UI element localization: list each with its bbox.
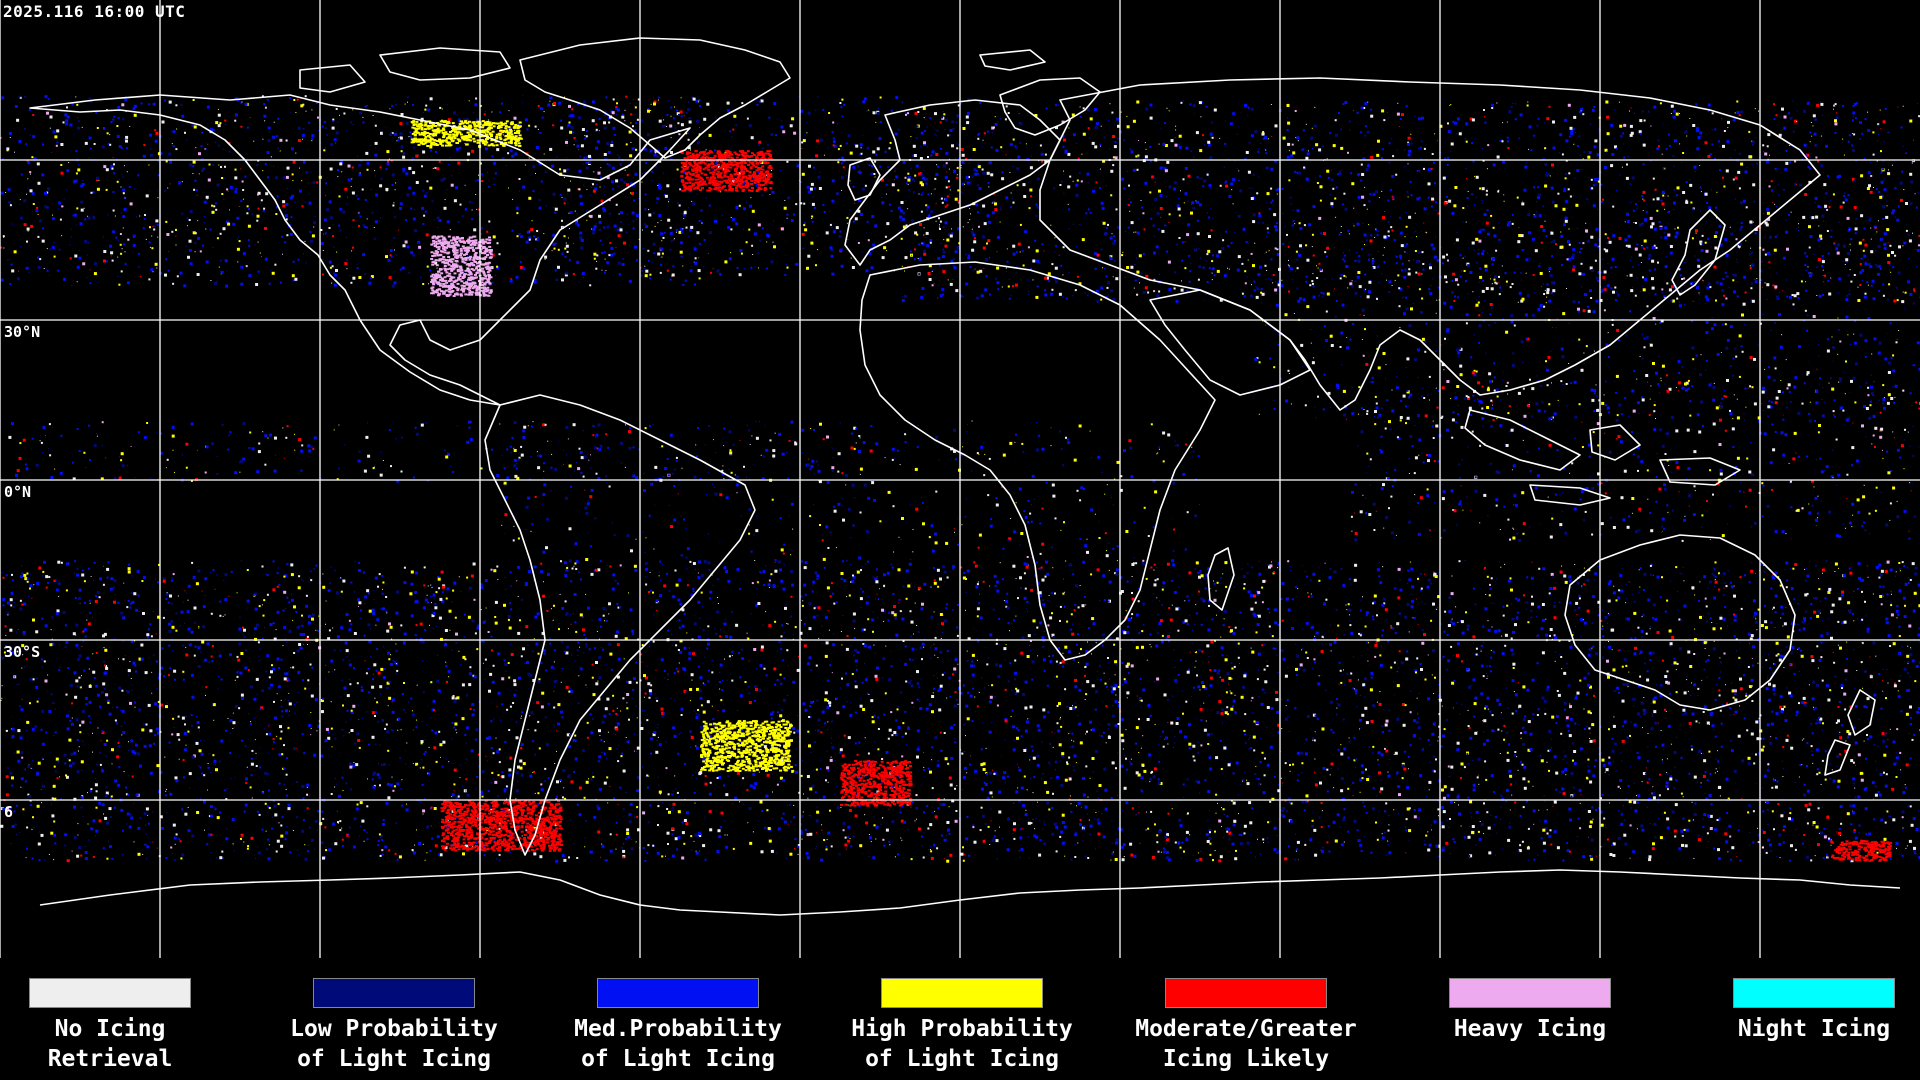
legend-item-med-probability: Med.Probability of Light Icing xyxy=(548,978,808,1074)
legend-label-line1: Night Icing xyxy=(1684,1014,1920,1044)
timestamp: 2025.116 16:00 UTC xyxy=(3,2,185,21)
legend-item-heavy-icing: Heavy Icing xyxy=(1400,978,1660,1044)
legend-swatch-low-probability xyxy=(313,978,475,1008)
legend-label-line1: Med.Probability xyxy=(548,1014,808,1044)
legend-item-no-icing: No Icing Retrieval xyxy=(0,978,240,1074)
legend-label-line1: Moderate/Greater xyxy=(1116,1014,1376,1044)
lat-label-equator: 0°N xyxy=(4,483,31,501)
legend-label-line1: High Probability xyxy=(832,1014,1092,1044)
legend-item-high-probability: High Probability of Light Icing xyxy=(832,978,1092,1074)
legend-label-line2: of Light Icing xyxy=(264,1044,524,1074)
lat-label-30s: 30°S xyxy=(4,643,40,661)
legend-label-line2: Icing Likely xyxy=(1116,1044,1376,1074)
legend-label-line2: Retrieval xyxy=(0,1044,240,1074)
legend-item-low-probability: Low Probability of Light Icing xyxy=(264,978,524,1074)
legend-swatch-high-probability xyxy=(881,978,1043,1008)
lat-label-60s: 6 xyxy=(4,803,13,821)
legend-item-night-icing: Night Icing xyxy=(1684,978,1920,1044)
legend-swatch-heavy-icing xyxy=(1449,978,1611,1008)
legend-label-line2: of Light Icing xyxy=(832,1044,1092,1074)
icing-map xyxy=(0,0,1920,958)
legend-item-moderate-greater: Moderate/Greater Icing Likely xyxy=(1116,978,1376,1074)
legend-swatch-moderate-greater xyxy=(1165,978,1327,1008)
legend-swatch-med-probability xyxy=(597,978,759,1008)
legend-swatch-night-icing xyxy=(1733,978,1895,1008)
legend-label-line1: Low Probability xyxy=(264,1014,524,1044)
legend-label-line2: of Light Icing xyxy=(548,1044,808,1074)
legend-label-line1: No Icing xyxy=(0,1014,240,1044)
legend: No Icing Retrieval Low Probability of Li… xyxy=(0,958,1920,1080)
legend-label-line1: Heavy Icing xyxy=(1400,1014,1660,1044)
lat-label-30n: 30°N xyxy=(4,323,40,341)
legend-swatch-no-icing xyxy=(29,978,191,1008)
